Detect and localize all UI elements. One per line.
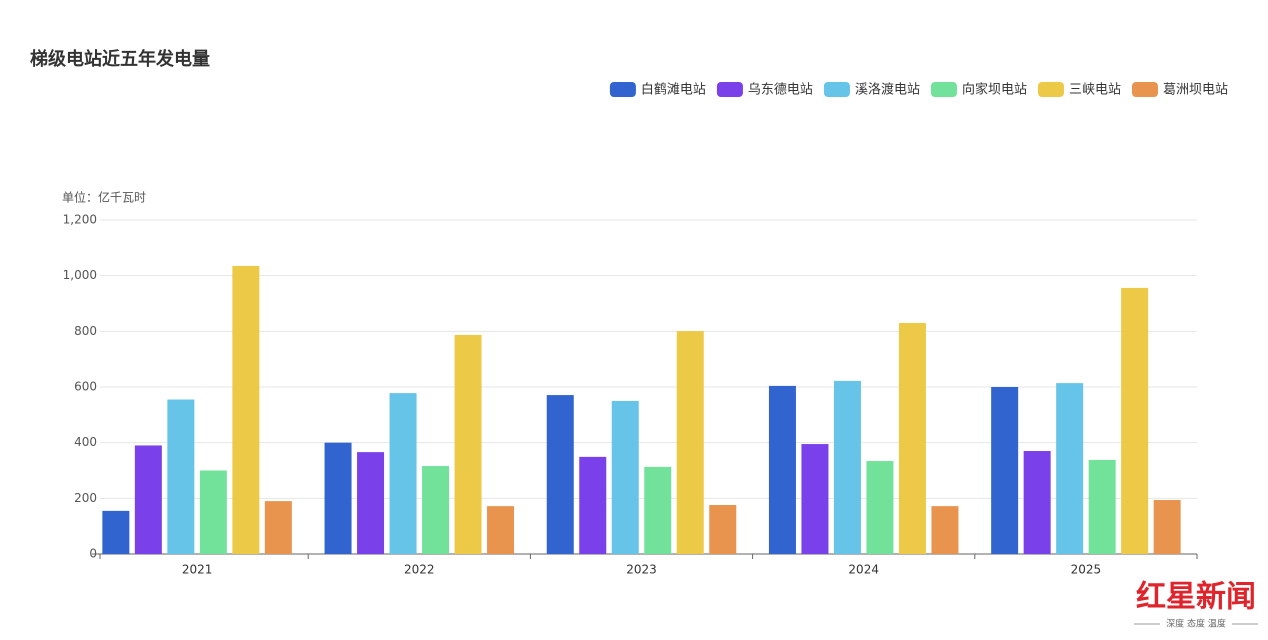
bar <box>357 452 385 554</box>
bar <box>102 510 130 554</box>
bar <box>422 466 450 554</box>
y-axis-label: 单位：亿千瓦时 <box>62 190 146 205</box>
bar <box>768 385 796 554</box>
bar <box>546 395 574 554</box>
bar <box>898 322 926 554</box>
legend-swatch <box>930 82 957 97</box>
bar <box>167 399 195 554</box>
bar <box>1023 451 1051 554</box>
bar <box>134 445 162 554</box>
bar <box>709 505 737 554</box>
watermark-brand: 红星新闻 <box>1136 580 1256 615</box>
legend-swatch <box>823 82 850 97</box>
legend-label: 白鹤滩电站 <box>641 82 706 98</box>
y-tick-label: 400 <box>74 435 97 449</box>
bar <box>644 466 672 554</box>
bar <box>487 506 515 554</box>
bar <box>1088 459 1116 554</box>
y-tick-label: 800 <box>74 324 97 338</box>
bar <box>454 334 482 554</box>
chart-title: 梯级电站近五年发电量 <box>30 48 210 70</box>
bar <box>991 387 1019 554</box>
bar <box>676 331 704 554</box>
bar <box>199 470 227 554</box>
bar <box>389 393 417 554</box>
legend-label: 三峡电站 <box>1069 83 1121 98</box>
x-tick-label: 2024 <box>848 563 879 577</box>
legend-label: 乌东德电站 <box>748 82 813 98</box>
y-tick-label: 1,000 <box>63 268 97 282</box>
bar <box>611 400 639 554</box>
bar <box>264 501 292 554</box>
y-tick-label: 600 <box>74 380 97 394</box>
x-tick-label: 2021 <box>182 563 213 577</box>
bar <box>1153 500 1181 554</box>
bar <box>801 444 829 554</box>
bar <box>1056 383 1084 554</box>
x-tick-label: 2023 <box>626 563 657 577</box>
legend-swatch <box>1131 82 1158 97</box>
x-tick-label: 2025 <box>1071 563 1102 577</box>
bar <box>1121 287 1149 554</box>
legend-swatch <box>716 82 743 97</box>
watermark-slogan: 深度 态度 温度 <box>1166 618 1226 630</box>
legend-label: 葛洲坝电站 <box>1163 83 1228 98</box>
bar <box>931 506 959 554</box>
y-tick-label: 200 <box>74 491 97 505</box>
x-tick-label: 2022 <box>404 563 435 577</box>
bar <box>232 265 260 554</box>
y-tick-label: 1,200 <box>63 213 97 227</box>
legend-label: 溪洛渡电站 <box>855 82 920 98</box>
bar <box>324 442 352 554</box>
bar <box>866 461 894 554</box>
bar <box>579 456 607 554</box>
legend-label: 向家坝电站 <box>962 82 1027 98</box>
legend-swatch <box>609 82 636 97</box>
legend-swatch <box>1037 82 1064 97</box>
bar <box>833 380 861 554</box>
